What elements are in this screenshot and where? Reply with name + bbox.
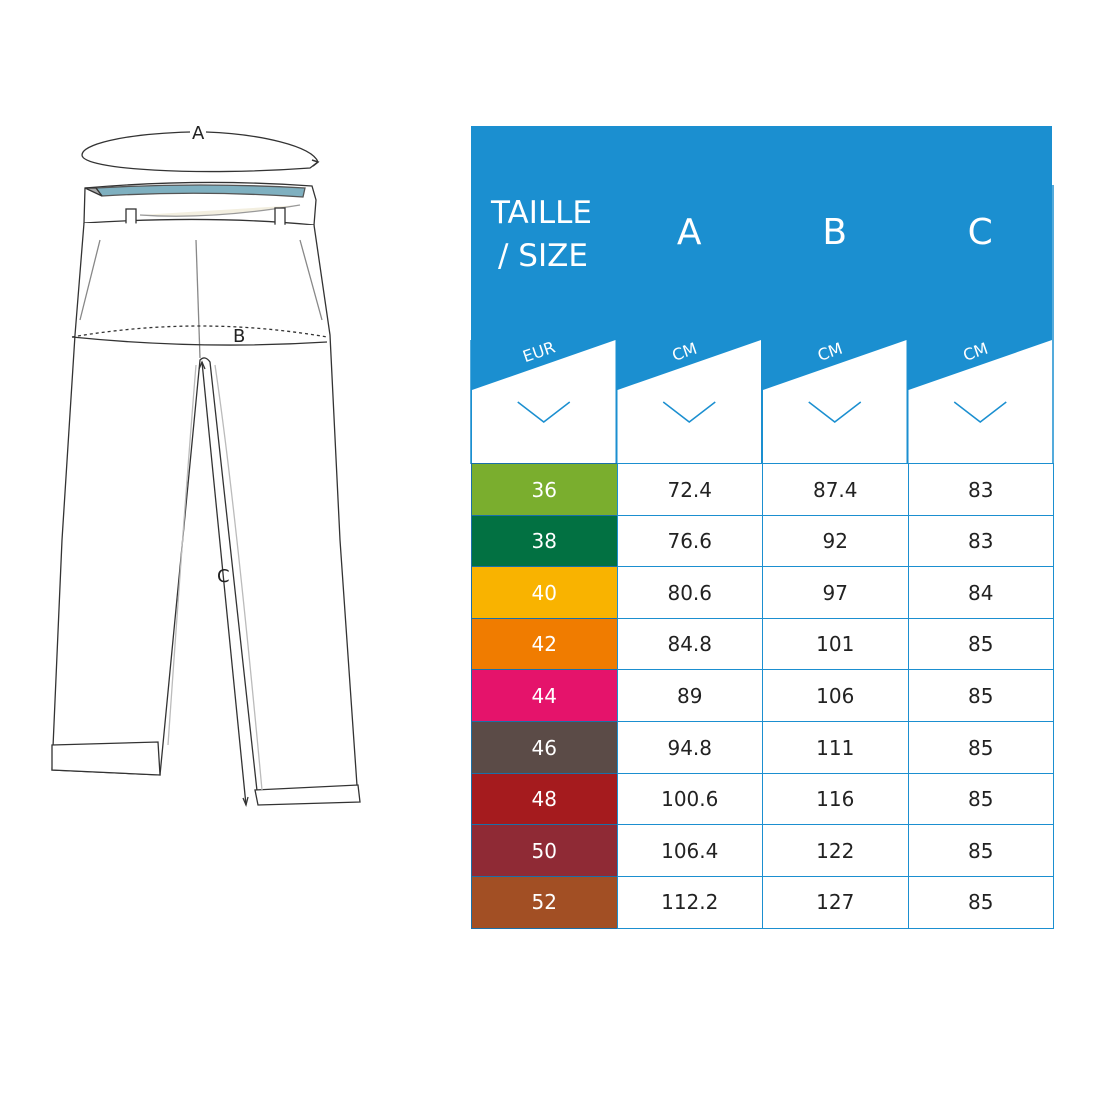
measure-cell-b: 111 [762, 721, 909, 775]
measure-cell-c: 85 [907, 875, 1054, 929]
measure-cell-b: 101 [762, 617, 909, 671]
measure-cell-a: 89 [616, 669, 763, 723]
size-cell: 40 [471, 566, 618, 620]
size-table: TAILLE / SIZE EUR A CM B CM C CM 36 72.4 87.4 83 38 7… [470, 125, 1054, 930]
measure-cell-c: 85 [907, 824, 1054, 878]
pants-diagram: A B C [51, 123, 361, 808]
header-unit-panel [617, 340, 761, 463]
size-cell: 38 [471, 514, 618, 568]
measure-cell-a: 106.4 [616, 824, 763, 878]
measure-cell-a: 100.6 [616, 772, 763, 826]
size-cell: 48 [471, 772, 618, 826]
header-title-line1: TAILLE [490, 195, 592, 231]
measure-cell-c: 84 [907, 566, 1054, 620]
measure-cell-a: 76.6 [616, 514, 763, 568]
header-column-a: A [677, 212, 702, 253]
measure-cell-b: 122 [762, 824, 909, 878]
header-unit-panel [472, 340, 616, 463]
header-unit-panel [763, 340, 907, 463]
size-cell: 36 [471, 463, 618, 517]
measure-cell-b: 127 [762, 875, 909, 929]
chevron-down-icon [808, 401, 862, 423]
measure-cell-a: 84.8 [616, 617, 763, 671]
label-a: A [192, 123, 205, 144]
size-cell: 52 [471, 875, 618, 929]
size-cell: 50 [471, 824, 618, 878]
inseam-measure-arrow [201, 361, 247, 806]
measure-cell-b: 116 [762, 772, 909, 826]
size-cell: 46 [471, 721, 618, 775]
measure-cell-b: 87.4 [762, 463, 909, 517]
chevron-down-icon [662, 401, 716, 423]
measure-cell-b: 106 [762, 669, 909, 723]
chevron-down-icon [953, 401, 1007, 423]
chevron-down-icon [517, 401, 571, 423]
header-title-line2: / SIZE [498, 238, 588, 274]
measure-cell-c: 85 [907, 772, 1054, 826]
hip-measure-line [71, 325, 328, 338]
measure-cell-c: 83 [907, 514, 1054, 568]
measure-cell-c: 85 [907, 721, 1054, 775]
measure-cell-a: 72.4 [616, 463, 763, 517]
label-b: B [233, 326, 245, 347]
header-column-c: C [968, 212, 993, 253]
header-column-b: B [822, 212, 847, 253]
measure-cell-b: 92 [762, 514, 909, 568]
waist-measure-arrow [81, 131, 319, 173]
measure-cell-a: 112.2 [616, 875, 763, 929]
measure-cell-c: 85 [907, 617, 1054, 671]
measure-cell-a: 80.6 [616, 566, 763, 620]
label-c: C [217, 566, 230, 587]
measure-cell-c: 83 [907, 463, 1054, 517]
size-cell: 44 [471, 669, 618, 723]
measure-cell-b: 97 [762, 566, 909, 620]
measure-cell-a: 94.8 [616, 721, 763, 775]
header-unit-panel [908, 340, 1052, 463]
measure-cell-c: 85 [907, 669, 1054, 723]
size-cell: 42 [471, 617, 618, 671]
